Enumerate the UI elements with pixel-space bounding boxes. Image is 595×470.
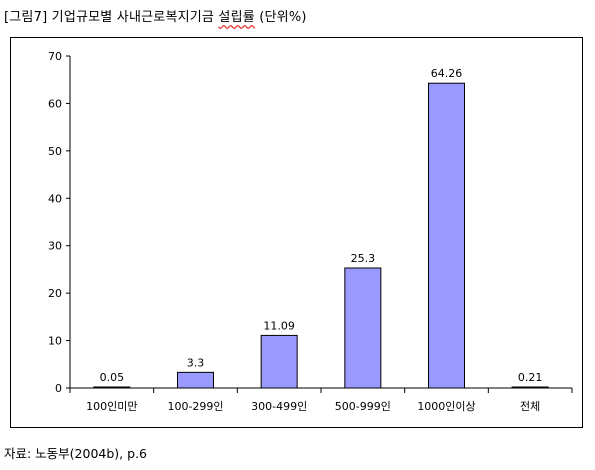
- y-tick-label: 50: [48, 145, 62, 158]
- data-label: 3.3: [187, 356, 205, 369]
- x-tick-label: 1000인이상: [417, 400, 475, 413]
- data-label: 11.09: [263, 319, 295, 332]
- data-label: 64.26: [431, 67, 463, 80]
- data-label: 0.05: [100, 371, 125, 384]
- title-suffix: (단위%): [254, 10, 307, 25]
- x-tick-label: 500-999인: [335, 400, 391, 413]
- bar: [344, 267, 382, 389]
- x-tick-label: 100인미만: [86, 400, 137, 413]
- bar: [511, 386, 549, 389]
- bar: [177, 371, 214, 389]
- x-tick-label: 전체: [520, 400, 540, 413]
- x-tick-label: 300-499인: [251, 400, 307, 413]
- y-tick-label: 10: [48, 335, 62, 348]
- data-label: 25.3: [351, 252, 376, 265]
- source-note: 자료: 노동부(2004b), p.6: [4, 446, 147, 461]
- bar: [260, 334, 298, 389]
- title-prefix: [그림7] 기업규모별 사내근로복지기금: [4, 10, 219, 25]
- title-highlight: 설립률: [218, 10, 255, 25]
- x-tick-label: 100-299인: [167, 400, 223, 413]
- y-tick-label: 20: [48, 287, 62, 300]
- y-tick-label: 70: [48, 50, 62, 63]
- data-label: 0.21: [518, 371, 543, 384]
- y-tick-label: 0: [55, 382, 62, 395]
- y-tick-label: 60: [48, 97, 62, 110]
- chart-title: [그림7] 기업규모별 사내근로복지기금 설립률 (단위%): [4, 6, 307, 25]
- chart-frame: [10, 37, 583, 428]
- y-tick-label: 40: [48, 192, 62, 205]
- y-tick-label: 30: [48, 240, 62, 253]
- bar: [93, 386, 131, 389]
- bar: [428, 82, 465, 389]
